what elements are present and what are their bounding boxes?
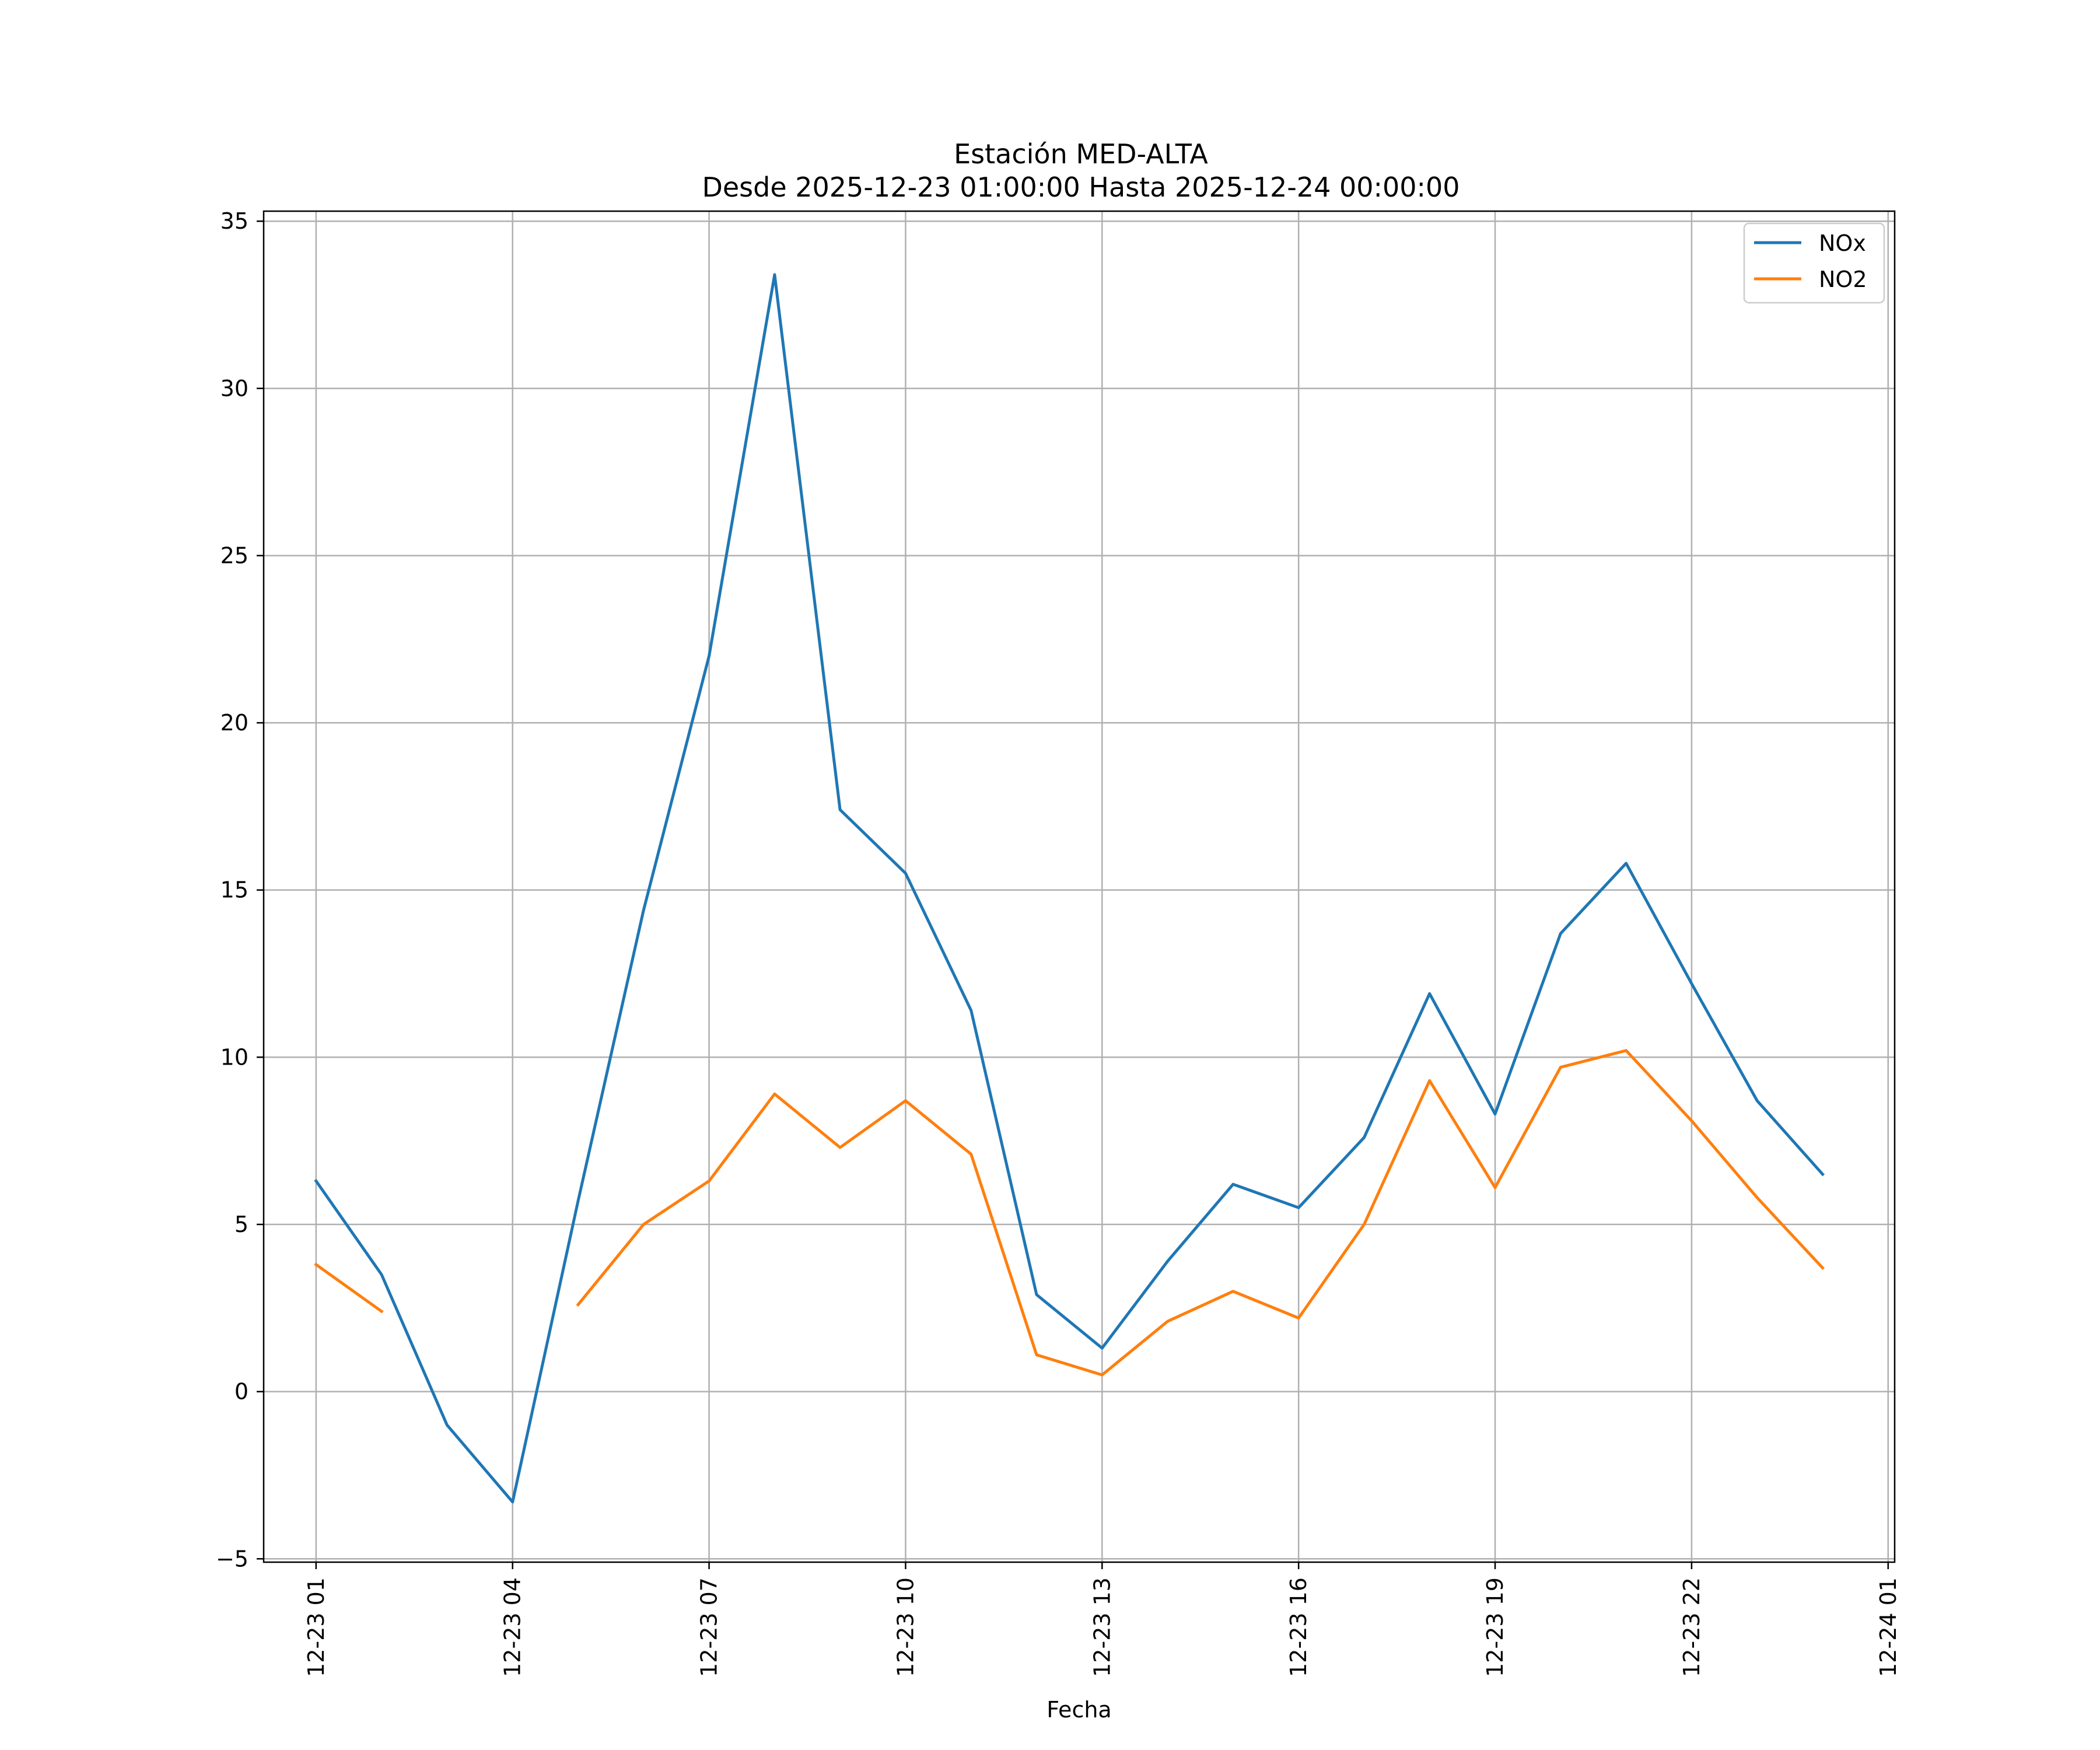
series-group bbox=[314, 273, 1825, 1504]
y-tick-label: 0 bbox=[235, 1379, 249, 1405]
legend: NOx NO2 bbox=[1743, 222, 1885, 304]
y-tick-label: 5 bbox=[235, 1212, 249, 1237]
x-tick-label: 12-23 10 bbox=[892, 1577, 918, 1677]
y-tick-label: 15 bbox=[220, 877, 249, 903]
series-line-nox bbox=[314, 273, 1825, 1504]
plot-area bbox=[264, 211, 1895, 1562]
axis-ticks: −5 0 5 10 15 20 25 30 35 12-23 01 12-23 04 12-23 07… bbox=[216, 208, 1901, 1677]
series-line-no2 bbox=[314, 1049, 1825, 1377]
x-tick-label: 12-24 01 bbox=[1875, 1577, 1901, 1677]
plot-frame bbox=[262, 210, 1896, 1563]
x-tick-label: 12-23 16 bbox=[1286, 1577, 1311, 1677]
x-tick-label: 12-23 22 bbox=[1679, 1577, 1704, 1677]
legend-label-nox: NOx bbox=[1819, 230, 1866, 256]
chart-subtitle: Desde 2025-12-23 01:00:00 Hasta 2025-12-… bbox=[702, 172, 1460, 203]
x-tick-label: 12-23 04 bbox=[500, 1577, 526, 1677]
y-tick-label: 20 bbox=[220, 710, 249, 736]
x-tick-label: 12-23 19 bbox=[1482, 1577, 1508, 1677]
chart-title: Estación MED-ALTA bbox=[954, 138, 1208, 170]
x-axis-label: Fecha bbox=[1046, 1697, 1111, 1723]
y-tick-label: 30 bbox=[220, 376, 249, 401]
legend-label-no2: NO2 bbox=[1819, 267, 1867, 292]
y-tick-label: 35 bbox=[220, 208, 249, 234]
x-tick-label: 12-23 07 bbox=[696, 1577, 722, 1677]
grid bbox=[264, 211, 1895, 1562]
x-tick-label: 12-23 13 bbox=[1089, 1577, 1115, 1677]
y-tick-label: −5 bbox=[216, 1546, 249, 1572]
x-tick-label: 12-23 01 bbox=[303, 1577, 329, 1677]
y-tick-label: 25 bbox=[220, 542, 249, 568]
y-tick-label: 10 bbox=[220, 1044, 249, 1070]
